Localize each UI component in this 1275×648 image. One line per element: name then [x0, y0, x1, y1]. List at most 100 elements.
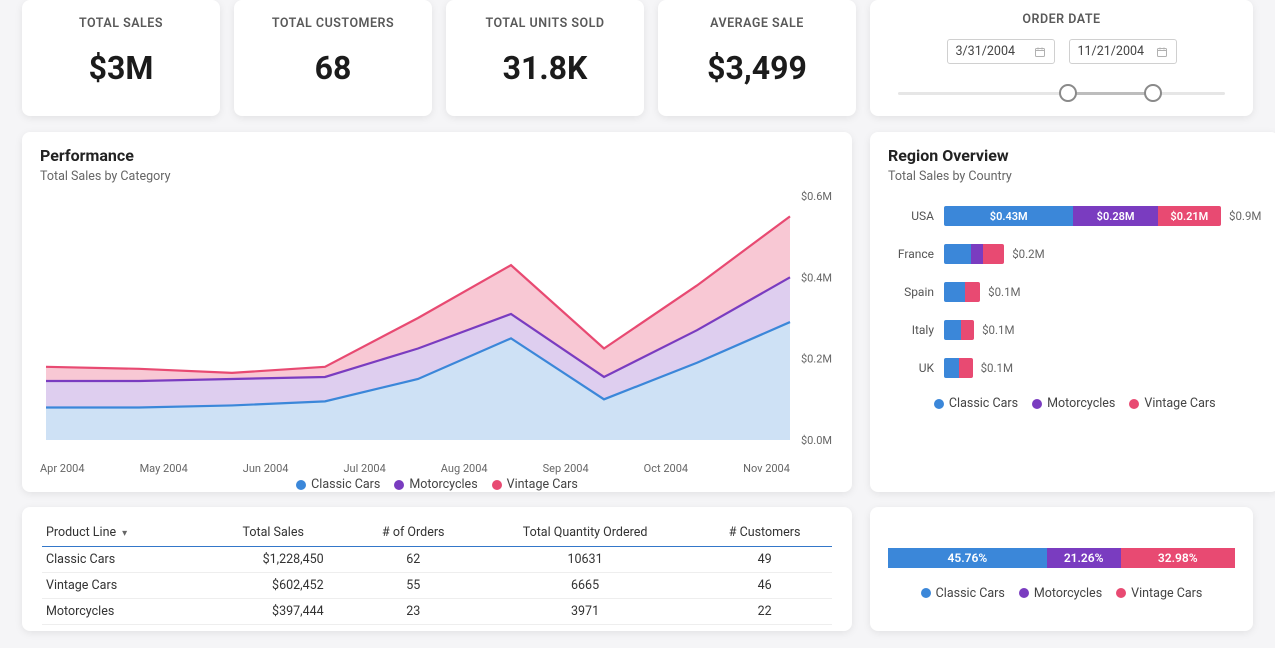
date-to-input[interactable]: 11/21/2004 — [1069, 39, 1177, 64]
legend-item[interactable]: Vintage Cars — [1116, 586, 1202, 601]
performance-title: Performance — [40, 146, 834, 165]
calendar-icon — [1034, 46, 1046, 58]
region-title: Region Overview — [888, 146, 1261, 165]
legend-label: Vintage Cars — [1131, 586, 1202, 601]
region-bar[interactable]: $0.43M$0.28M$0.21M — [944, 206, 1221, 226]
legend-item[interactable]: Vintage Cars — [1129, 396, 1215, 411]
x-axis-label: Sep 2004 — [543, 462, 589, 475]
x-axis-label: Apr 2004 — [40, 462, 85, 475]
date-from-value: 3/31/2004 — [956, 44, 1016, 59]
slider-handle-start[interactable] — [1059, 84, 1077, 102]
legend-dot-icon — [296, 480, 306, 490]
legend-dot-icon — [921, 588, 931, 598]
legend-label: Vintage Cars — [1144, 396, 1215, 411]
table-row[interactable]: Vintage Cars$602,45255666546 — [42, 573, 832, 599]
region-bar-segment: $0.43M — [944, 206, 1073, 226]
table-cell: 23 — [354, 599, 473, 625]
table-header[interactable]: Total Sales — [193, 519, 354, 547]
kpi-average-sale: AVERAGE SALE $3,499 — [658, 0, 856, 116]
legend-label: Classic Cars — [949, 396, 1018, 411]
performance-subtitle: Total Sales by Category — [40, 169, 834, 184]
table-header[interactable]: # of Orders — [354, 519, 473, 547]
legend-item[interactable]: Classic Cars — [921, 586, 1005, 601]
legend-item[interactable]: Motorcycles — [1019, 586, 1102, 601]
table-header[interactable]: # Customers — [697, 519, 832, 547]
kpi-value: 68 — [315, 49, 352, 87]
kpi-label: TOTAL SALES — [79, 16, 163, 31]
legend-item[interactable]: Vintage Cars — [492, 477, 578, 492]
legend-label: Classic Cars — [311, 477, 380, 492]
region-bar[interactable] — [944, 282, 980, 302]
x-axis-label: Oct 2004 — [644, 462, 688, 475]
region-subtitle: Total Sales by Country — [888, 169, 1261, 184]
svg-text:$0.0M: $0.0M — [801, 434, 832, 446]
distribution-segment: 21.26% — [1047, 548, 1121, 568]
legend-item[interactable]: Classic Cars — [934, 396, 1018, 411]
table-cell: $1,228,450 — [193, 547, 354, 573]
legend-label: Motorcycles — [1047, 396, 1115, 411]
region-row: France $0.2M — [888, 244, 1261, 264]
distribution-segment: 32.98% — [1121, 548, 1235, 568]
legend-dot-icon — [394, 480, 404, 490]
table-cell: 3971 — [473, 599, 697, 625]
legend-item[interactable]: Motorcycles — [394, 477, 477, 492]
region-bar-segment — [983, 244, 1004, 264]
x-axis-label: Aug 2004 — [441, 462, 488, 475]
legend-item[interactable]: Classic Cars — [296, 477, 380, 492]
region-bar-segment — [944, 320, 961, 340]
region-bar-segment — [944, 244, 971, 264]
legend-dot-icon — [1032, 399, 1042, 409]
region-row: Italy$0.1M — [888, 320, 1261, 340]
x-axis-label: Jun 2004 — [243, 462, 289, 475]
table-row[interactable]: Motorcycles$397,44423397122 — [42, 599, 832, 625]
region-country-label: USA — [888, 209, 934, 223]
legend-dot-icon — [1129, 399, 1139, 409]
product-table-card: Product Line▾Total Sales# of OrdersTotal… — [22, 507, 852, 631]
table-header[interactable]: Product Line▾ — [42, 519, 193, 547]
table-cell: $602,452 — [193, 573, 354, 599]
region-total-label: $0.1M — [981, 361, 1013, 375]
table-cell: 6665 — [473, 573, 697, 599]
table-row[interactable]: Classic Cars$1,228,450621063149 — [42, 547, 832, 573]
table-cell: Classic Cars — [42, 547, 193, 573]
region-overview-card: Region Overview Total Sales by Country U… — [870, 132, 1275, 492]
date-to-value: 11/21/2004 — [1078, 44, 1145, 59]
performance-chart: $0.0M$0.2M$0.4M$0.6M — [40, 190, 834, 460]
region-row: UK $0.1M — [888, 358, 1261, 378]
region-row: USA$0.43M$0.28M$0.21M$0.9M — [888, 206, 1261, 226]
region-total-label: $0.1M — [988, 285, 1020, 299]
table-header[interactable]: Total Quantity Ordered — [473, 519, 697, 547]
region-country-label: Italy — [888, 323, 934, 337]
svg-text:$0.6M: $0.6M — [801, 190, 832, 203]
legend-dot-icon — [1116, 588, 1126, 598]
sort-desc-icon: ▾ — [122, 528, 127, 539]
region-country-label: Spain — [888, 285, 934, 299]
distribution-card: 45.76%21.26%32.98% Classic CarsMotorcycl… — [870, 507, 1253, 631]
legend-label: Classic Cars — [936, 586, 1005, 601]
x-axis-label: May 2004 — [140, 462, 188, 475]
region-bar[interactable] — [944, 320, 974, 340]
table-cell: Motorcycles — [42, 599, 193, 625]
region-bar-segment — [944, 358, 959, 378]
region-country-label: UK — [888, 361, 934, 375]
kpi-label: AVERAGE SALE — [710, 16, 804, 31]
kpi-total-customers: TOTAL CUSTOMERS 68 — [234, 0, 432, 116]
region-bar-segment — [959, 358, 973, 378]
kpi-value: 31.8K — [503, 49, 588, 87]
table-cell: 22 — [697, 599, 832, 625]
performance-chart-card: Performance Total Sales by Category $0.0… — [22, 132, 852, 492]
legend-label: Motorcycles — [409, 477, 477, 492]
region-total-label: $0.2M — [1012, 247, 1044, 261]
date-slider[interactable] — [898, 82, 1225, 106]
region-bar-segment — [971, 244, 983, 264]
region-bar[interactable] — [944, 244, 1004, 264]
region-bar[interactable] — [944, 358, 973, 378]
legend-label: Motorcycles — [1034, 586, 1102, 601]
x-axis-label: Nov 2004 — [743, 462, 790, 475]
date-from-input[interactable]: 3/31/2004 — [947, 39, 1055, 64]
legend-item[interactable]: Motorcycles — [1032, 396, 1115, 411]
legend-dot-icon — [934, 399, 944, 409]
slider-handle-end[interactable] — [1144, 84, 1162, 102]
region-bar-segment: $0.28M — [1073, 206, 1157, 226]
region-country-label: France — [888, 247, 934, 261]
